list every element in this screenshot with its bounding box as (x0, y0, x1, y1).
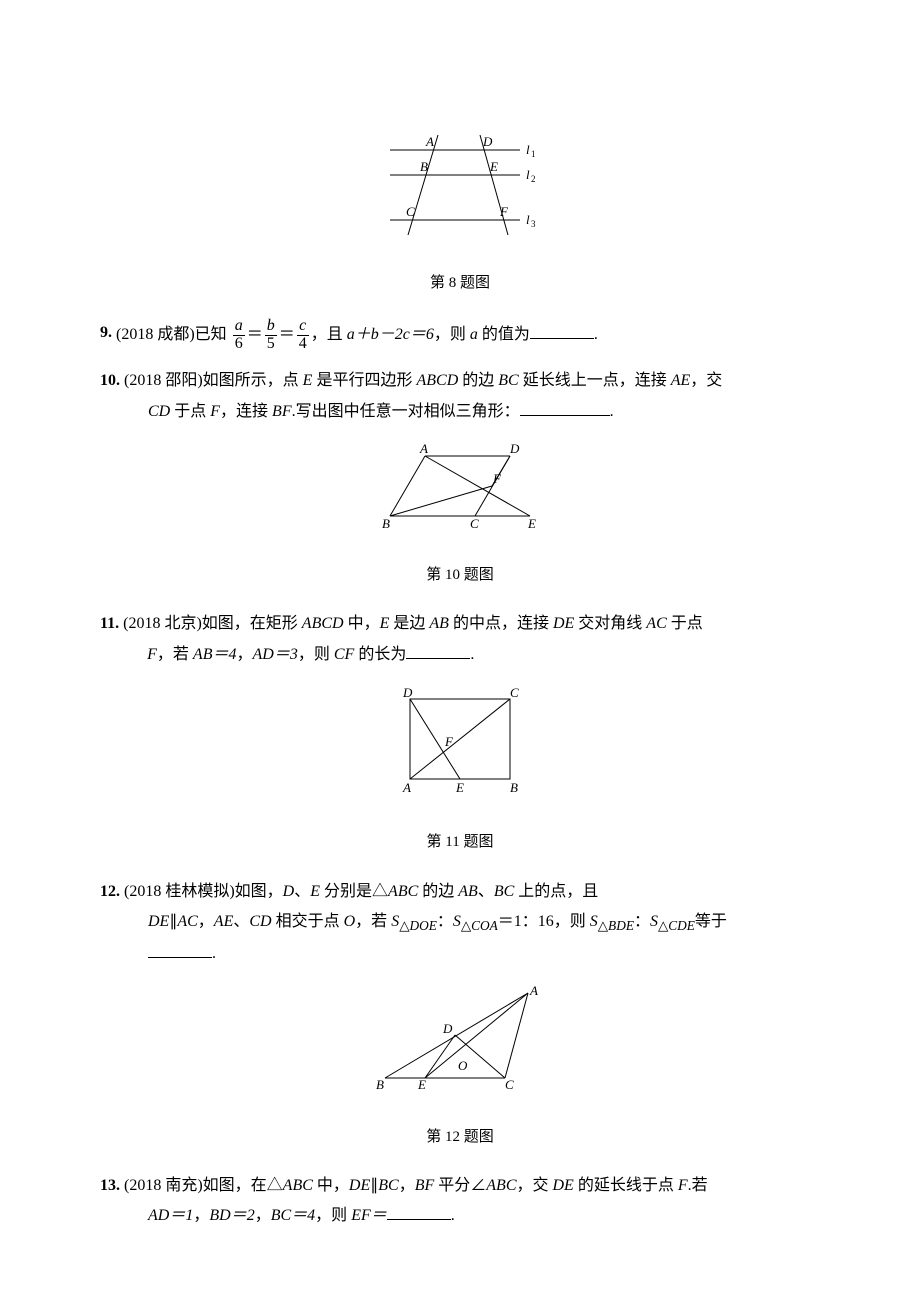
problem-10-text: (2018 邵阳)如图所示，点 E 是平行四边形 ABCD 的边 BC 延长线上… (124, 366, 820, 427)
fraction-a-over-6: a6 (233, 318, 245, 353)
svg-text:D: D (482, 134, 493, 149)
svg-text:F: F (444, 734, 454, 749)
problem-11-text: (2018 北京)如图，在矩形 ABCD 中，E 是边 AB 的中点，连接 DE… (123, 609, 820, 670)
blank-answer (530, 323, 594, 338)
problem-10-line1: (2018 邵阳)如图所示，点 E 是平行四边形 ABCD 的边 BC 延长线上… (124, 372, 722, 389)
problem-11-line1: (2018 北京)如图，在矩形 ABCD 中，E 是边 AB 的中点，连接 DE… (123, 615, 703, 632)
problem-11-line2: F，若 AB＝4，AD＝3，则 CF 的长为 (147, 646, 406, 663)
problem-11-number: 11. (100, 609, 119, 670)
figure-10: A D B C E F (100, 441, 820, 542)
figure-12-caption: 第 12 题图 (100, 1123, 820, 1152)
problem-10-line2: CD 于点 F，连接 BF.写出图中任意一对相似三角形： (148, 403, 520, 420)
problem-13-line2: AD＝1，BD＝2，BC＝4，则 EF＝ (148, 1207, 387, 1224)
problem-9-source: (2018 成都) (116, 326, 195, 343)
problem-13-number: 13. (100, 1171, 120, 1232)
figure-11: D C A B E F (100, 684, 820, 810)
problem-12-text: (2018 桂林模拟)如图，D、E 分别是△ABC 的边 AB、BC 上的点，且… (124, 877, 820, 969)
svg-text:O: O (458, 1058, 468, 1073)
svg-text:2: 2 (531, 174, 536, 184)
svg-text:A: A (425, 134, 434, 149)
svg-text:D: D (442, 1021, 453, 1036)
problem-10-number: 10. (100, 366, 120, 427)
problem-13-text: (2018 南充)如图，在△ABC 中，DE∥BC，BF 平分∠ABC，交 DE… (124, 1171, 820, 1232)
svg-text:E: E (489, 159, 498, 174)
problem-9-text: (2018 成都)已知 a6＝b5＝c4，且 a＋b－2c＝6，则 a 的值为. (116, 318, 820, 353)
svg-text:l: l (526, 167, 530, 182)
svg-text:E: E (527, 516, 536, 531)
svg-text:C: C (505, 1077, 514, 1092)
problem-13: 13. (2018 南充)如图，在△ABC 中，DE∥BC，BF 平分∠ABC，… (100, 1171, 820, 1232)
blank-answer (520, 400, 610, 415)
figure-12-svg: A B C D E O (360, 983, 560, 1093)
svg-text:l: l (526, 142, 530, 157)
svg-text:C: C (510, 685, 519, 700)
svg-text:C: C (406, 204, 415, 219)
svg-text:D: D (402, 685, 413, 700)
figure-12: A B C D E O (100, 983, 820, 1104)
fraction-b-over-5: b5 (265, 318, 277, 353)
svg-text:A: A (419, 441, 428, 456)
svg-text:B: B (510, 780, 518, 795)
figure-8-svg: A D B E C F l1 l2 l3 (370, 130, 550, 240)
problem-9-number: 9. (100, 318, 112, 353)
svg-text:B: B (420, 159, 428, 174)
svg-text:C: C (470, 516, 479, 531)
figure-8: A D B E C F l1 l2 l3 (100, 130, 820, 251)
figure-11-caption: 第 11 题图 (100, 828, 820, 857)
problem-12-line1: (2018 桂林模拟)如图，D、E 分别是△ABC 的边 AB、BC 上的点，且 (124, 883, 598, 900)
figure-10-caption: 第 10 题图 (100, 561, 820, 590)
problem-10: 10. (2018 邵阳)如图所示，点 E 是平行四边形 ABCD 的边 BC … (100, 366, 820, 427)
problem-12: 12. (2018 桂林模拟)如图，D、E 分别是△ABC 的边 AB、BC 上… (100, 877, 820, 969)
blank-answer (387, 1205, 451, 1220)
problem-12-number: 12. (100, 877, 120, 969)
fraction-c-over-4: c4 (297, 318, 309, 353)
svg-text:F: F (499, 204, 509, 219)
svg-text:l: l (526, 212, 530, 227)
svg-text:B: B (382, 516, 390, 531)
svg-text:E: E (455, 780, 464, 795)
figure-10-svg: A D B C E F (360, 441, 560, 531)
blank-answer (406, 643, 470, 658)
svg-text:3: 3 (531, 219, 536, 229)
problem-11: 11. (2018 北京)如图，在矩形 ABCD 中，E 是边 AB 的中点，连… (100, 609, 820, 670)
problem-9: 9. (2018 成都)已知 a6＝b5＝c4，且 a＋b－2c＝6，则 a 的… (100, 318, 820, 353)
svg-text:A: A (402, 780, 411, 795)
svg-text:E: E (417, 1077, 426, 1092)
svg-text:A: A (529, 983, 538, 998)
svg-text:F: F (492, 471, 502, 486)
blank-answer (148, 942, 212, 957)
svg-text:B: B (376, 1077, 384, 1092)
svg-text:1: 1 (531, 149, 536, 159)
figure-8-caption: 第 8 题图 (100, 269, 820, 298)
problem-13-line1: (2018 南充)如图，在△ABC 中，DE∥BC，BF 平分∠ABC，交 DE… (124, 1177, 708, 1194)
page: A D B E C F l1 l2 l3 第 8 题图 9. (2018 成都)… (0, 0, 920, 1306)
figure-11-svg: D C A B E F (385, 684, 535, 799)
svg-text:D: D (509, 441, 520, 456)
